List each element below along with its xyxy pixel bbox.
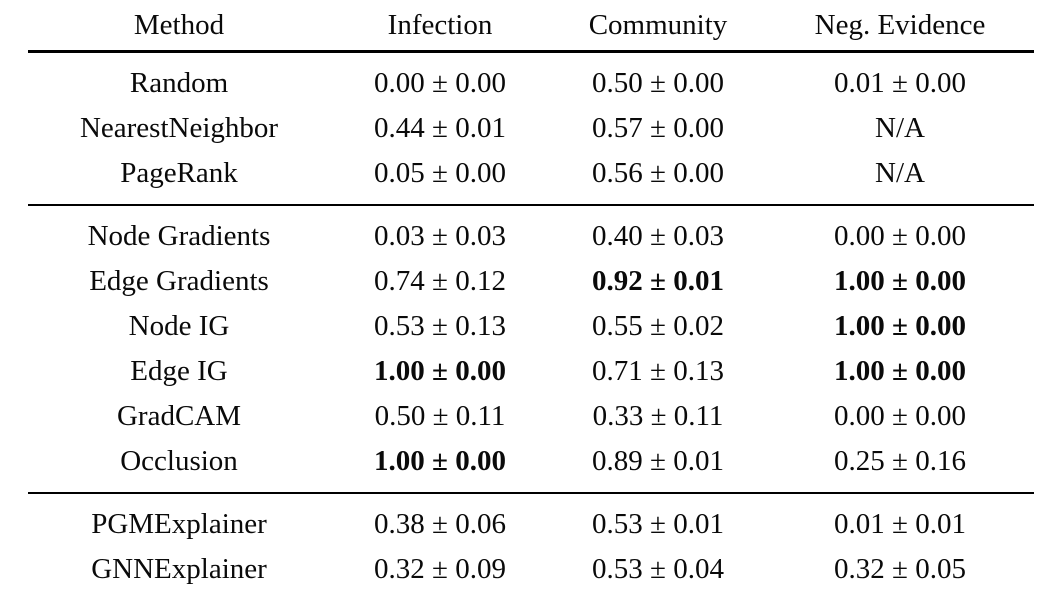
cell-community: 0.40 ± 0.03 — [592, 220, 724, 252]
cell-infection: 0.05 ± 0.00 — [374, 157, 506, 189]
cell-method: Node IG — [128, 310, 230, 342]
cell-method: Edge IG — [130, 355, 228, 387]
cell-community: 0.71 ± 0.13 — [592, 355, 724, 387]
cell-community: 0.57 ± 0.00 — [592, 112, 724, 144]
table-row-random: Random 0.00 ± 0.00 0.50 ± 0.00 0.01 ± 0.… — [28, 52, 1034, 107]
column-header-method: Method — [133, 8, 225, 41]
column-header-community: Community — [588, 8, 728, 41]
cell-infection: 0.50 ± 0.11 — [374, 400, 506, 432]
table-row-pagerank: PageRank 0.05 ± 0.00 0.56 ± 0.00 N/A — [28, 151, 1034, 205]
cell-method: Occlusion — [120, 445, 238, 477]
cell-neg-evidence: 0.01 ± 0.01 — [834, 508, 966, 540]
cell-method: GradCAM — [116, 400, 242, 432]
table-header: Method Infection Community Neg. Evidence — [28, 0, 1034, 52]
baseline-methods-group: Random 0.00 ± 0.00 0.50 ± 0.00 0.01 ± 0.… — [28, 52, 1034, 205]
cell-community: 0.55 ± 0.02 — [592, 310, 724, 342]
cell-neg-evidence: 0.00 ± 0.00 — [834, 400, 966, 432]
cell-method: PageRank — [120, 157, 238, 189]
table-row-node-ig: Node IG 0.53 ± 0.13 0.55 ± 0.02 1.00 ± 0… — [28, 304, 1034, 349]
cell-method: Random — [129, 67, 229, 99]
cell-method: Node Gradients — [87, 220, 271, 252]
cell-method: NearestNeighbor — [79, 112, 279, 144]
column-header-infection: Infection — [387, 8, 493, 41]
cell-method: PGMExplainer — [91, 508, 267, 540]
table-row-edge-ig: Edge IG 1.00 ± 0.00 0.71 ± 0.13 1.00 ± 0… — [28, 349, 1034, 394]
cell-infection: 0.74 ± 0.12 — [374, 265, 506, 297]
cell-neg-evidence: N/A — [875, 157, 925, 189]
table-row-edge-gradients: Edge Gradients 0.74 ± 0.12 0.92 ± 0.01 1… — [28, 259, 1034, 304]
gradient-methods-group: Node Gradients 0.03 ± 0.03 0.40 ± 0.03 0… — [28, 205, 1034, 493]
column-header-neg-evidence: Neg. Evidence — [814, 8, 986, 41]
cell-neg-evidence: 1.00 ± 0.00 — [834, 310, 966, 342]
table-row-occlusion: Occlusion 1.00 ± 0.00 0.89 ± 0.01 0.25 ±… — [28, 439, 1034, 493]
cell-neg-evidence: 1.00 ± 0.00 — [834, 265, 966, 297]
cell-community: 0.53 ± 0.01 — [592, 508, 724, 540]
cell-community: 0.89 ± 0.01 — [592, 445, 724, 477]
cell-community: 0.92 ± 0.01 — [592, 265, 724, 297]
benchmark-results-table: Method Infection Community Neg. Evidence… — [28, 0, 1034, 600]
cell-infection: 0.53 ± 0.13 — [374, 310, 506, 342]
cell-infection: 0.38 ± 0.06 — [374, 508, 506, 540]
cell-infection: 0.44 ± 0.01 — [374, 112, 506, 144]
header-row: Method Infection Community Neg. Evidence — [28, 0, 1034, 52]
cell-community: 0.33 ± 0.11 — [592, 400, 724, 432]
cell-neg-evidence: 1.00 ± 0.00 — [834, 355, 966, 387]
cell-neg-evidence: N/A — [875, 112, 925, 144]
cell-neg-evidence: 0.00 ± 0.00 — [834, 220, 966, 252]
table-row-gnnexplainer: GNNExplainer 0.32 ± 0.09 0.53 ± 0.04 0.3… — [28, 547, 1034, 600]
table-row-node-gradients: Node Gradients 0.03 ± 0.03 0.40 ± 0.03 0… — [28, 205, 1034, 259]
table-row-pgmexplainer: PGMExplainer 0.38 ± 0.06 0.53 ± 0.01 0.0… — [28, 493, 1034, 547]
cell-community: 0.53 ± 0.04 — [592, 553, 724, 585]
cell-infection: 0.00 ± 0.00 — [374, 67, 506, 99]
table-row-nearestneighbor: NearestNeighbor 0.44 ± 0.01 0.57 ± 0.00 … — [28, 106, 1034, 151]
cell-method: Edge Gradients — [89, 265, 269, 297]
cell-infection: 0.03 ± 0.03 — [374, 220, 506, 252]
cell-method: GNNExplainer — [91, 553, 267, 585]
table-row-gradcam: GradCAM 0.50 ± 0.11 0.33 ± 0.11 0.00 ± 0… — [28, 394, 1034, 439]
cell-neg-evidence: 0.01 ± 0.00 — [834, 67, 966, 99]
cell-community: 0.56 ± 0.00 — [592, 157, 724, 189]
cell-infection: 0.32 ± 0.09 — [374, 553, 506, 585]
cell-neg-evidence: 0.32 ± 0.05 — [834, 553, 966, 585]
cell-community: 0.50 ± 0.00 — [592, 67, 724, 99]
cell-infection: 1.00 ± 0.00 — [374, 355, 506, 387]
cell-neg-evidence: 0.25 ± 0.16 — [834, 445, 966, 477]
learned-explainers-group: PGMExplainer 0.38 ± 0.06 0.53 ± 0.01 0.0… — [28, 493, 1034, 600]
cell-infection: 1.00 ± 0.00 — [374, 445, 506, 477]
